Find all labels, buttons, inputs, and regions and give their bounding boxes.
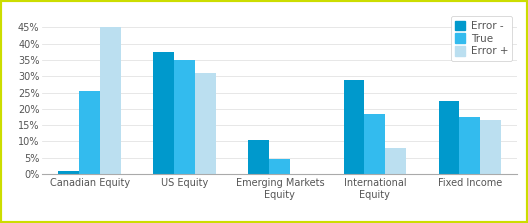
- Bar: [59, 171, 79, 174]
- Bar: [174, 60, 195, 174]
- Bar: [100, 27, 121, 174]
- Bar: [480, 120, 501, 174]
- Bar: [249, 140, 269, 174]
- Bar: [269, 159, 290, 174]
- Bar: [385, 148, 406, 174]
- Bar: [79, 91, 100, 174]
- Bar: [195, 73, 216, 174]
- Bar: [344, 80, 364, 174]
- Bar: [154, 52, 174, 174]
- Legend: Error -, True, Error +: Error -, True, Error +: [451, 16, 512, 61]
- Bar: [364, 114, 385, 174]
- Bar: [459, 117, 480, 174]
- Bar: [439, 101, 459, 174]
